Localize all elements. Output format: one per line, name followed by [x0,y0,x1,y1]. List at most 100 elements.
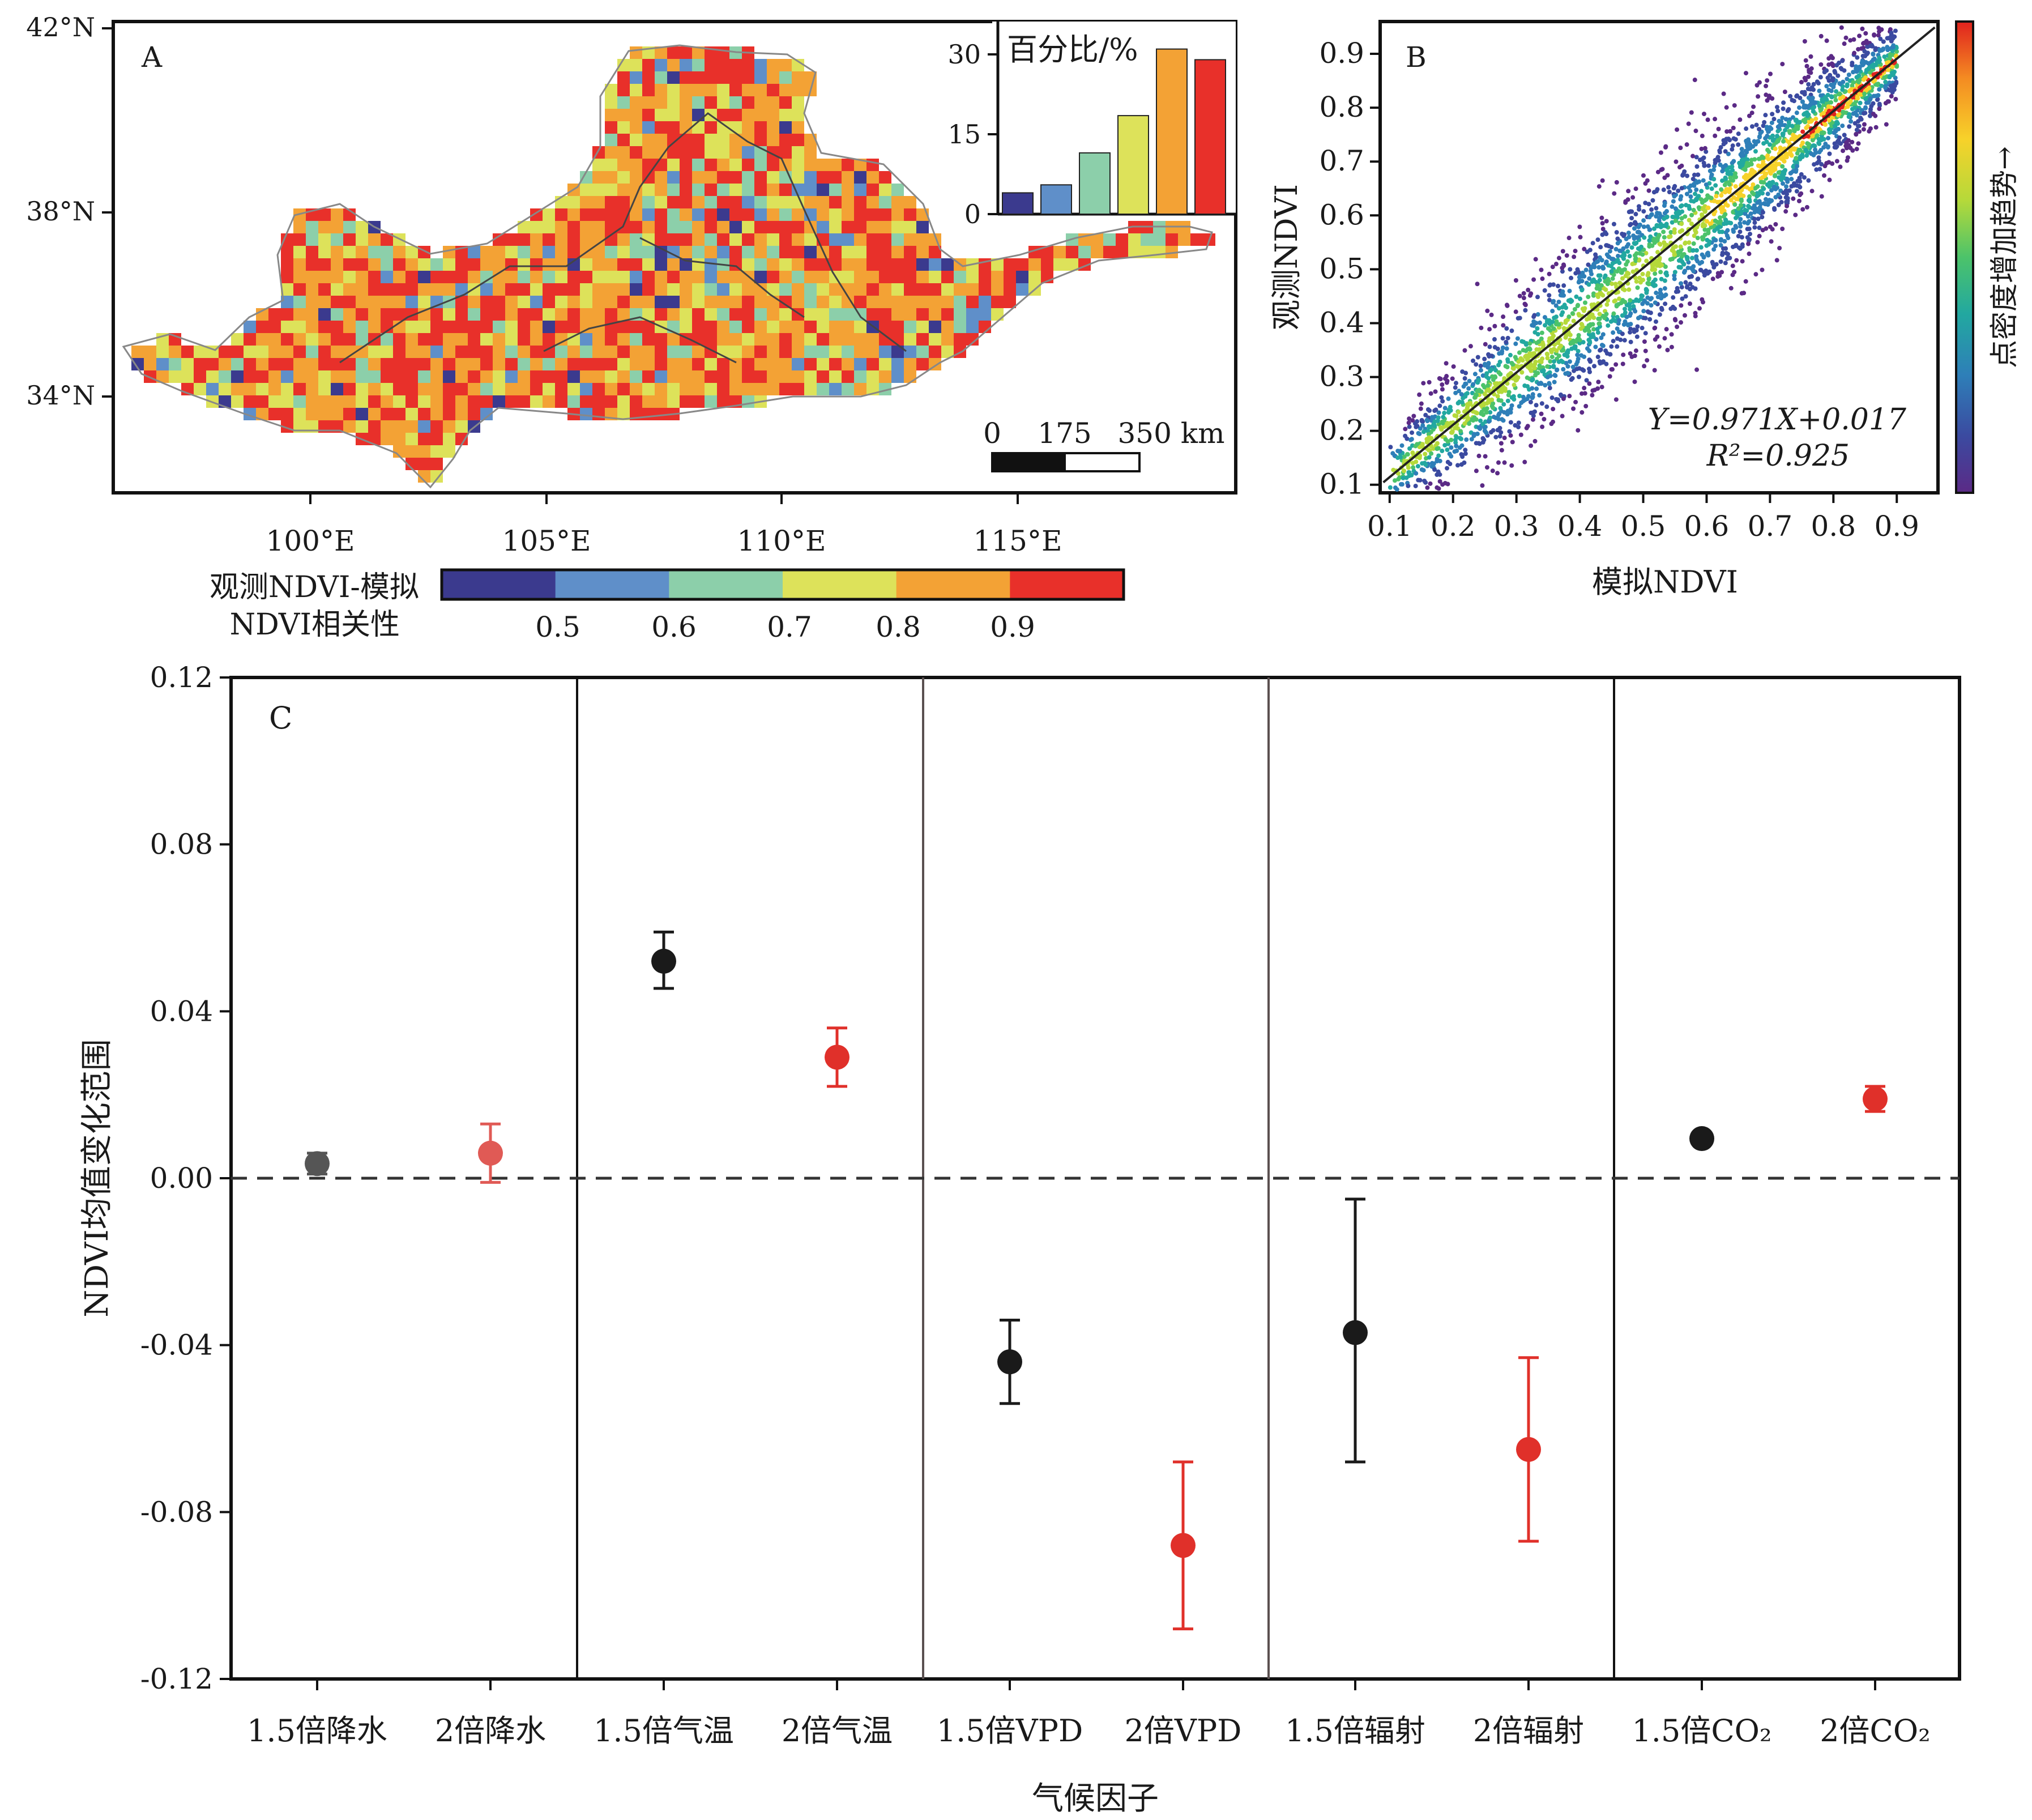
scatter-point [1628,221,1633,227]
scatter-point [1816,137,1821,142]
map-cell [929,258,941,271]
scatter-point [1753,185,1758,190]
map-cell [879,208,891,221]
map-cell [518,346,530,358]
scatter-point [1419,417,1424,423]
scatter-point [1808,54,1813,59]
scatter-point [1576,312,1581,317]
scatter-point [1543,382,1548,387]
map-cell [792,196,804,208]
map-cell [817,283,829,296]
scatter-point [1603,273,1608,278]
scatter-point [1452,449,1457,454]
scatter-point [1797,105,1802,110]
scatter-point [1888,52,1893,57]
scatter-point [1793,117,1798,122]
map-cell [655,71,667,84]
scatter-point [1818,33,1824,39]
map-cell [331,296,343,308]
panel-b-ytick-label: 0.4 [1319,306,1364,339]
map-cell [954,296,966,308]
map-cell [256,383,268,395]
scatter-point [1643,316,1648,321]
map-cell [455,433,468,445]
scatter-point [1600,265,1606,270]
scatter-point [1785,198,1790,203]
scatter-point [1488,410,1493,415]
scatter-point [1418,406,1423,411]
scatter-point [1480,373,1485,378]
map-cell [767,184,779,196]
map-cell [829,370,842,383]
scatter-point [1785,203,1790,208]
map-cell [455,283,468,296]
scatter-point [1456,410,1461,415]
map-cell [954,321,966,333]
scatter-point [1747,237,1752,242]
map-cell [829,184,842,196]
map-cell [518,283,530,296]
map-cell [891,246,904,258]
scatter-point [1616,318,1621,323]
scatter-point [1565,364,1570,369]
scatter-point [1449,430,1454,435]
scatter-point [1411,414,1416,419]
map-cell [1004,271,1016,283]
scatter-point [1459,392,1464,397]
map-cell [680,196,692,208]
map-cell [929,308,941,321]
map-cell [617,146,630,159]
map-cell [904,196,916,208]
scatter-point [1776,202,1781,207]
scatter-point [1398,455,1403,460]
scatter-point [1849,119,1854,124]
map-cell [381,408,393,420]
scatter-point [1673,318,1678,323]
scatter-point [1561,348,1566,353]
map-cell [405,395,418,408]
scatter-point [1804,63,1809,69]
map-cell [904,271,916,283]
map-cell [754,246,767,258]
panel-c-xtick-label: 2倍CO₂ [1820,1713,1931,1749]
scatter-point [1607,249,1612,254]
map-cell [692,159,705,171]
scatter-point [1715,274,1721,279]
scatter-point [1830,161,1835,166]
scatter-point [1603,261,1608,266]
scatter-point [1754,83,1760,88]
map-cell [293,333,306,346]
scatter-point [1624,236,1629,241]
scatter-point [1531,277,1536,282]
map-cell [742,171,754,184]
map-cell [493,246,505,258]
map-cell [144,346,156,358]
map-cell [804,370,817,383]
scatter-point [1890,86,1895,91]
map-cell [343,221,356,233]
panel-c-ytick-label: 0.12 [150,661,213,694]
map-cell [742,346,754,358]
map-cell [866,296,879,308]
scatter-point [1674,159,1679,164]
panel-c-ytick-label: -0.04 [140,1329,213,1362]
map-cell [842,221,854,233]
scatter-point [1475,380,1480,385]
scatter-point [1874,93,1879,99]
scatter-point [1885,48,1890,53]
legend-swatch [896,570,1011,599]
map-cell [256,358,268,370]
map-cell [530,308,543,321]
scatter-point [1630,269,1636,274]
scatter-point [1664,327,1669,332]
map-cell [331,308,343,321]
scatter-point [1552,316,1557,321]
scatter-point [1545,364,1550,369]
scatter-point [1410,418,1415,423]
scatter-point [1683,214,1688,219]
legend-swatch [669,570,783,599]
map-cell [617,395,630,408]
scatter-point [1741,159,1746,164]
scatter-point [1707,239,1712,244]
map-cell [555,283,567,296]
